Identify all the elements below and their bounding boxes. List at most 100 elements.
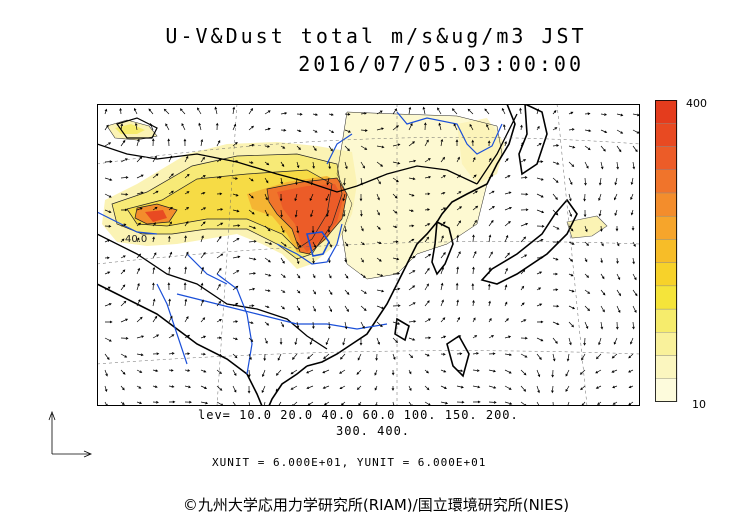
wind-arrow [311,225,315,234]
wind-arrow [359,338,363,346]
wind-arrow [376,305,385,310]
wind-arrow [200,235,204,243]
wind-arrow [216,336,222,340]
dust-wind-map: 40.0 [97,104,640,406]
copyright-credit: ©九州大学応用力学研究所(RIAM)/国立環境研究所(NIES) [182,496,570,514]
colorbar-step [655,285,678,310]
wind-arrow [488,300,491,307]
wind-arrow [232,401,238,406]
wind-arrow [456,369,464,373]
wind-arrow [200,317,206,323]
wind-arrow [376,241,382,245]
wind-arrow [119,107,122,115]
wind-arrow [376,257,382,262]
colorbar-step [655,192,678,217]
wind-arrow [552,304,560,308]
wind-arrow [583,193,586,202]
wind-arrow [376,177,381,185]
wind-arrow [264,209,269,217]
wind-arrow [360,241,365,246]
wind-arrow [520,385,527,392]
wind-arrow [344,145,350,152]
wind-arrow [104,160,113,163]
wind-arrow [344,321,348,330]
wind-arrow [630,193,634,201]
wind-arrow [392,143,401,147]
rivers [97,111,503,375]
wind-arrow [581,353,586,361]
wind-arrow [232,285,239,291]
wind-arrow [568,193,572,202]
wind-arrow [120,158,128,163]
wind-arrow [565,385,570,392]
wind-arrow [615,226,619,232]
wind-arrow [104,353,110,360]
wind-arrow [600,225,603,232]
wind-arrow [232,270,240,275]
wind-arrow [616,241,620,247]
wind-arrow [136,401,143,405]
wind-arrow [360,289,367,294]
wind-arrow [247,385,251,394]
wind-arrow [616,305,621,313]
wind-arrow [248,257,257,261]
wind-arrow [312,321,315,330]
wind-arrow [216,140,221,147]
wind-arrow [568,177,573,185]
wind-arrow [408,285,416,291]
wind-arrow [290,369,298,375]
wind-arrow [440,385,447,389]
wind-arrow [136,369,143,373]
wind-arrow [328,161,332,170]
wind-arrow [536,287,542,291]
wind-arrow [520,208,529,212]
wind-arrow [632,241,636,247]
wind-arrow [360,161,365,169]
wind-arrow [632,305,637,313]
colorbar-min-label: 10 [692,398,706,411]
wind-arrow [152,400,159,404]
wind-arrow [264,321,270,326]
wind-arrow [152,236,155,243]
wind-arrow [152,298,156,307]
wind-arrow [440,138,444,147]
wind-arrow [424,158,431,163]
wind-arrow [568,241,575,245]
wind-arrow [184,266,188,275]
wind-arrow [611,353,618,359]
wind-arrow [343,177,346,186]
wind-arrow [248,321,254,324]
wind-arrow [595,369,602,374]
wind-arrow [487,140,491,147]
wind-arrow [472,157,476,163]
wind-arrow [248,143,255,147]
wind-arrow [148,108,154,115]
wind-arrow [296,161,300,169]
wind-arrow [136,353,144,357]
wind-arrow [536,320,544,324]
wind-arrow [200,266,204,275]
wind-arrow [612,385,618,389]
wind-arrow [552,288,559,292]
wind-arrow [504,335,512,339]
wind-arrow [520,254,528,259]
wind-arrow [360,225,364,232]
wind-arrow [584,225,588,233]
wind-arrow [184,400,192,404]
wind-arrow [264,289,271,292]
wind-arrow [391,386,395,391]
wind-arrow [152,222,156,227]
wind-arrow [136,138,140,147]
wind-arrow [184,155,189,163]
wind-arrow [552,240,560,244]
wind-arrow [340,353,346,360]
wind-arrow [275,369,282,376]
wind-arrow [280,161,285,168]
wind-arrow [136,267,140,275]
wind-arrow [280,273,286,278]
wind-arrow [568,209,573,217]
wind-arrow [598,193,602,201]
wind-arrow [504,175,511,179]
wind-arrow [616,129,624,134]
wind-arrow [583,209,587,218]
